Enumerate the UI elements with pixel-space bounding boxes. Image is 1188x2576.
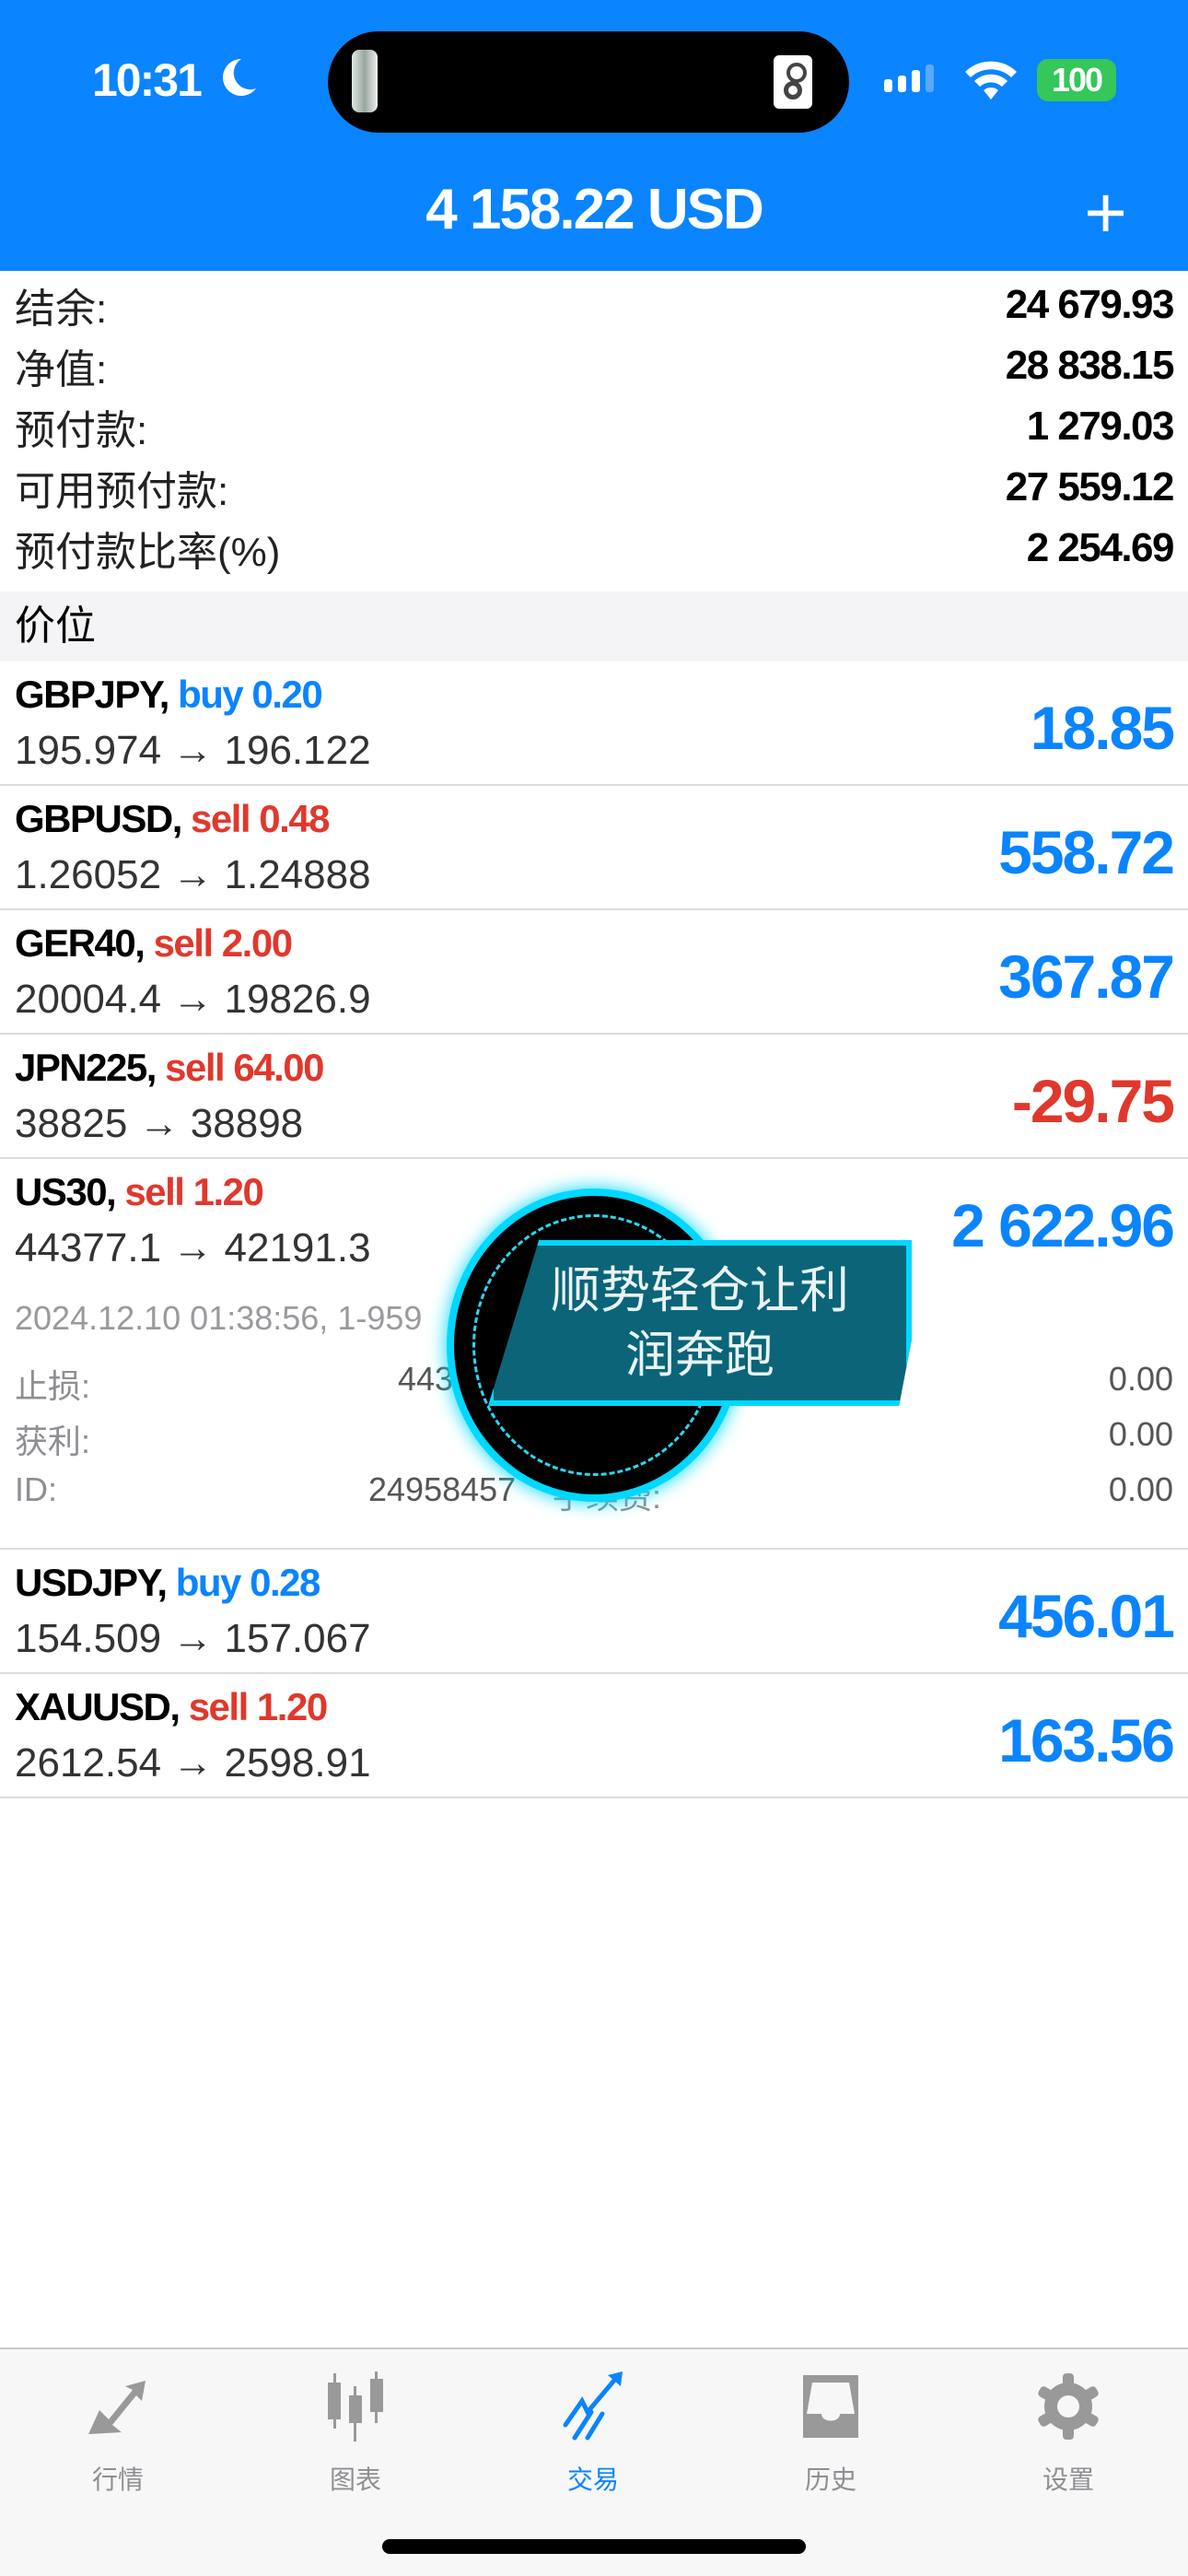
position-row[interactable]: US30, sell 1.20 44377.1 → 42191.3 2 622.… [0,1159,1188,1550]
position-prices: 2612.54 → 2598.91 [15,1740,371,1786]
tax-value: 0.00 [1108,1415,1173,1453]
tab-gear[interactable]: 设置 [1004,2370,1133,2497]
cellular-signal-icon [884,64,934,92]
add-order-button[interactable]: + [1084,176,1127,250]
position-profit: 18.85 [1030,694,1175,762]
slogan-line-1: 顺势轻仓让利 [551,1263,849,1318]
summary-label: 可用预付款: [15,469,229,514]
summary-label: 预付款: [15,408,148,453]
position-direction: sell 64.00 [165,1046,324,1089]
position-prices: 44377.1 → 42191.3 [15,1225,371,1270]
summary-row: 预付款: 1 279.03 [0,396,1188,457]
gear-icon [1038,2373,1099,2440]
summary-value: 2 254.69 [1026,525,1175,570]
position-row[interactable]: JPN225, sell 64.00 38825 → 38898 -29.75 [0,1035,1188,1159]
slogan-sticker: 顺势轻仓让利 润奔跑 [433,1188,949,1502]
position-prices: 195.974 → 196.122 [15,728,371,773]
slogan-banner: 顺势轻仓让利 润奔跑 [488,1240,912,1406]
position-symbol: GER40, [15,921,146,965]
position-prices: 154.509 → 157.067 [15,1616,371,1661]
summary-label: 结余: [15,287,108,332]
tab-trade-trend[interactable]: 交易 [529,2370,658,2497]
position-profit: 558.72 [998,818,1175,886]
tab-label: 交易 [566,2465,619,2494]
sl-value: 443 [398,1360,454,1398]
position-profit: 456.01 [998,1582,1175,1650]
position-direction: buy 0.28 [175,1561,321,1604]
position-prices: 1.26052 → 1.24888 [15,852,371,897]
summary-row: 净值: 28 838.15 [0,335,1188,396]
position-row[interactable]: GER40, sell 2.00 20004.4 → 19826.9 367.8… [0,910,1188,1035]
plus-icon: + [1084,171,1127,253]
swap-value: 0.00 [1108,1360,1173,1398]
position-row[interactable]: GBPJPY, buy 0.20 195.974 → 196.122 18.85 [0,662,1188,786]
account-summary: 结余: 24 679.93 净值: 28 838.15 预付款: 1 279.03 可用预付… [0,275,1188,579]
trade-trend-icon [563,2371,623,2441]
tab-candlestick[interactable]: 图表 [291,2370,420,2497]
page-title: 4 158.22 USD [425,178,763,241]
tp-label: 获利: [15,1423,91,1460]
position-row[interactable]: GBPUSD, sell 0.48 1.26052 → 1.24888 558.… [0,786,1188,910]
position-row[interactable]: XAUUSD, sell 1.20 2612.54 → 2598.91 163.… [0,1674,1188,1798]
tab-quotes-arrows[interactable]: 行情 [53,2370,182,2497]
position-symbol: XAUUSD, [15,1685,181,1728]
position-symbol: US30, [15,1170,117,1213]
summary-label: 预付款比率(%) [15,530,281,575]
position-prices: 20004.4 → 19826.9 [15,977,371,1022]
position-profit: -29.75 [1011,1067,1175,1135]
summary-value: 1 279.03 [1026,404,1175,449]
position-profit: 367.87 [998,943,1175,1011]
sl-label: 止损: [15,1367,91,1405]
summary-row: 结余: 24 679.93 [0,275,1188,335]
summary-label: 净值: [15,347,108,392]
position-symbol: GBPJPY, [15,673,169,716]
position-profit: 163.56 [998,1706,1175,1774]
moon-icon [223,59,256,96]
quotes-arrows-icon [88,2381,146,2434]
open-datetime: 2024.12.10 01:38:56, 1-959 [15,1299,423,1337]
position-symbol: GBPUSD, [15,797,182,840]
section-header: 价位 [0,591,1188,662]
fee-value: 0.00 [1108,1470,1173,1508]
positions-list: GBPJPY, buy 0.20 195.974 → 196.122 18.85… [0,662,1188,1798]
id-value: 24958457 [368,1470,517,1508]
tab-label: 设置 [1042,2465,1094,2494]
home-indicator[interactable] [382,2539,806,2554]
position-direction: sell 0.48 [191,797,330,840]
slogan-line-2: 润奔跑 [625,1328,775,1383]
id-label: ID: [15,1470,58,1508]
bottom-tab-bar: 行情 图表 交易 历史 设置 [0,2348,1188,2576]
battery-indicator: 100 [1037,59,1116,101]
tab-label: 图表 [329,2465,381,2494]
summary-row: 预付款比率(%) 2 254.69 [0,518,1188,579]
summary-value: 24 679.93 [1005,282,1175,327]
position-direction: buy 0.20 [178,673,323,716]
summary-value: 27 559.12 [1005,464,1175,509]
dynamic-island [328,31,849,133]
position-row[interactable]: USDJPY, buy 0.28 154.509 → 157.067 456.0… [0,1550,1188,1674]
tab-label: 行情 [91,2465,144,2494]
media-thumbnail [352,50,378,112]
wifi-icon [965,61,1017,100]
position-direction: sell 1.20 [124,1170,263,1213]
position-direction: sell 1.20 [188,1685,328,1728]
tab-label: 历史 [804,2465,856,2494]
position-symbol: USDJPY, [15,1561,168,1604]
status-time: 10:31 [92,54,203,106]
summary-row: 可用预付款: 27 559.12 [0,457,1188,518]
summary-value: 28 838.15 [1005,343,1175,388]
inbox-history-icon [803,2375,858,2438]
candlestick-icon [328,2371,383,2441]
position-profit: 2 622.96 [951,1191,1175,1259]
tab-inbox-history[interactable]: 历史 [766,2370,895,2497]
position-prices: 38825 → 38898 [15,1101,304,1146]
speaker-icon [774,55,812,109]
position-symbol: JPN225, [15,1046,157,1089]
position-direction: sell 2.00 [153,921,293,965]
top-bar: 10:31 100 4 158.22 USD + [0,0,1188,271]
